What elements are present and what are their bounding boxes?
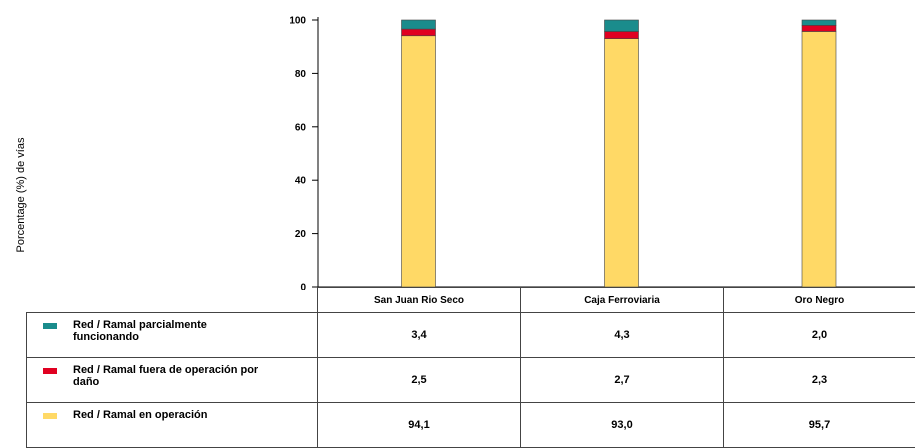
y-tick-label: 20 <box>295 229 307 240</box>
table-row-damaged: Red / Ramal fuera de operación por daño … <box>27 358 915 403</box>
category-label: Oro Negro <box>724 288 915 313</box>
y-tick-label: 40 <box>295 176 307 187</box>
data-label: 93,0 <box>521 403 724 448</box>
bar-segment <box>802 20 836 25</box>
data-label: 2,5 <box>318 358 521 403</box>
y-tick-label: 100 <box>289 16 306 27</box>
data-table: San Juan Rio Seco Caja Ferroviaria Oro N… <box>26 287 915 448</box>
legend-entry: Red / Ramal en operación <box>27 403 318 448</box>
legend-swatch <box>43 323 57 329</box>
legend-swatch <box>43 368 57 374</box>
legend-entry: Red / Ramal parcialmente funcionando <box>27 313 318 358</box>
category-label: San Juan Rio Seco <box>318 288 521 313</box>
bar-segment <box>802 31 836 287</box>
data-label: 4,3 <box>521 313 724 358</box>
table-row-operating: Red / Ramal en operación 94,1 93,0 95,7 <box>27 403 915 448</box>
data-label: 3,4 <box>318 313 521 358</box>
bar-segment <box>402 29 436 36</box>
legend-label: Red / Ramal parcialmente funcionando <box>73 319 273 343</box>
table-header-blank <box>27 288 318 313</box>
bar-segment <box>402 36 436 287</box>
bar-segment <box>605 39 639 287</box>
category-label: Caja Ferroviaria <box>521 288 724 313</box>
legend-label: Red / Ramal fuera de operación por daño <box>73 364 273 388</box>
bar-segment <box>605 31 639 38</box>
bars <box>402 20 837 287</box>
y-tick-label: 80 <box>295 69 307 80</box>
bar-segment <box>402 20 436 29</box>
legend-label: Red / Ramal en operación <box>73 409 273 421</box>
data-label: 95,7 <box>724 403 915 448</box>
legend-swatch <box>43 413 57 419</box>
y-tick-label: 60 <box>295 122 307 133</box>
data-label: 94,1 <box>318 403 521 448</box>
bar-segment <box>802 25 836 31</box>
legend-entry: Red / Ramal fuera de operación por daño <box>27 358 318 403</box>
y-axis-label: Porcentage (%) de vías <box>15 137 27 252</box>
table-header-row: San Juan Rio Seco Caja Ferroviaria Oro N… <box>27 288 915 313</box>
data-label: 2,3 <box>724 358 915 403</box>
data-label: 2,7 <box>521 358 724 403</box>
data-label: 2,0 <box>724 313 915 358</box>
table-row-partial: Red / Ramal parcialmente funcionando 3,4… <box>27 313 915 358</box>
bar-segment <box>605 20 639 31</box>
